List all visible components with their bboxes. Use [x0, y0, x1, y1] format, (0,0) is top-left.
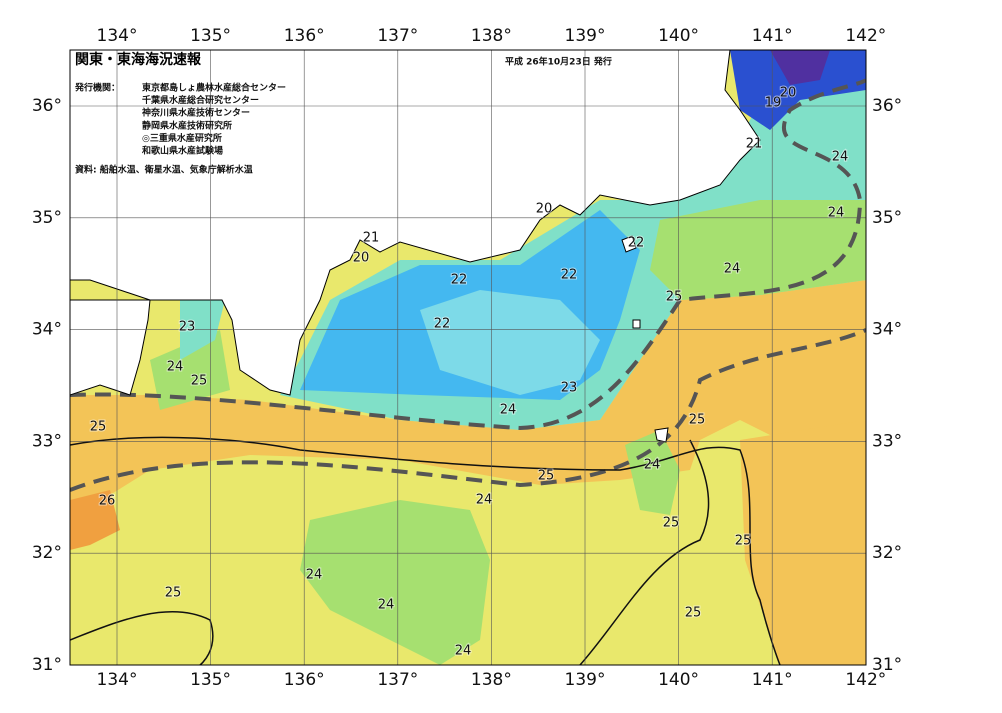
contour-label: 25: [689, 413, 706, 428]
contour-label: 25: [735, 534, 752, 549]
lon-label-top: 134°: [97, 26, 138, 46]
agency: ◎三重県水産研究所: [142, 132, 222, 144]
title: 関東・東海海況速報: [75, 51, 202, 68]
source: 資料: 船舶水温、衛星水温、気象庁解析水温: [75, 164, 253, 176]
lon-label-bottom: 140°: [658, 670, 699, 690]
lon-label-bottom: 139°: [565, 670, 606, 690]
sea-temperature: [70, 50, 866, 665]
agency: 東京都島しょ農林水産総合センター: [142, 82, 286, 94]
agency: 千葉県水産総合研究センター: [142, 94, 259, 106]
lon-label-bottom: 134°: [97, 670, 138, 690]
contour-label: 23: [561, 381, 578, 396]
contour-label: 25: [663, 516, 680, 531]
lon-label-top: 139°: [565, 26, 606, 46]
lat-label-right: 33°: [872, 431, 902, 451]
lat-label-left: 32°: [32, 543, 62, 563]
contour-label: 25: [90, 420, 107, 435]
lat-label-right: 34°: [872, 320, 902, 340]
lat-label-left: 31°: [32, 655, 62, 675]
contour-label: 21: [363, 231, 380, 246]
map-frame: [69, 49, 867, 666]
contour-label: 24: [500, 403, 517, 418]
contour-label: 25: [666, 290, 683, 305]
contour-label: 24: [455, 644, 472, 659]
lon-label-top: 135°: [190, 26, 231, 46]
contour-label: 20: [353, 251, 370, 266]
lon-label-bottom: 138°: [471, 670, 512, 690]
lat-label-right: 32°: [872, 543, 902, 563]
lat-label-left: 35°: [32, 208, 62, 228]
contour-label: 20: [536, 202, 553, 217]
contour-label: 22: [561, 268, 578, 283]
agency: 和歌山県水産試験場: [141, 145, 223, 157]
contour-label: 23: [179, 320, 196, 335]
contour-label: 24: [724, 262, 741, 277]
lon-label-top: 141°: [752, 26, 793, 46]
contour-label: 24: [306, 568, 323, 583]
lat-label-left: 33°: [32, 431, 62, 451]
contour-label: 22: [628, 236, 645, 251]
lon-label-bottom: 142°: [845, 670, 886, 690]
contour-label: 22: [434, 317, 451, 332]
contour-label: 24: [476, 493, 493, 508]
contour-label: 24: [828, 206, 845, 221]
contour-label: 26: [99, 494, 116, 509]
contour-label: 24: [832, 150, 849, 165]
contour-label: 24: [378, 598, 395, 613]
agency: 静岡県水産技術研究所: [142, 119, 232, 131]
contour-label: 25: [685, 606, 702, 621]
contour-label: 25: [191, 374, 208, 389]
lat-label-right: 31°: [872, 655, 902, 675]
contour-label: 25: [538, 469, 555, 484]
lat-label-right: 36°: [872, 96, 902, 116]
lon-label-bottom: 137°: [377, 670, 418, 690]
graticule: 134° 134° 135° 135° 136° 136° 137° 137° 138° 138°…: [32, 26, 902, 690]
agencies-label: 発行機関：: [74, 82, 120, 94]
contour-label: 24: [644, 458, 661, 473]
lon-label-top: 140°: [658, 26, 699, 46]
lat-label-right: 35°: [872, 208, 902, 228]
lon-label-bottom: 135°: [190, 670, 231, 690]
lat-label-left: 36°: [32, 96, 62, 116]
agency-list: 東京都島しょ農林水産総合センター千葉県水産総合研究センター神奈川県水産技術センタ…: [141, 82, 286, 157]
lon-label-top: 142°: [845, 26, 886, 46]
agency: 神奈川県水産技術センター: [142, 107, 250, 119]
contour-label: 19: [765, 96, 782, 111]
lon-label-top: 136°: [284, 26, 325, 46]
contour-label: 21: [746, 137, 763, 152]
contour-label: 22: [451, 273, 468, 288]
contour-label: 25: [165, 586, 182, 601]
lon-label-bottom: 141°: [752, 670, 793, 690]
lon-label-bottom: 136°: [284, 670, 325, 690]
lat-label-left: 34°: [32, 320, 62, 340]
contour-label: 24: [167, 360, 184, 375]
issued-date: 平成 26年10月23日 発行: [505, 56, 612, 68]
lon-label-top: 137°: [377, 26, 418, 46]
lon-label-top: 138°: [471, 26, 512, 46]
contour-label: 20: [780, 86, 797, 101]
